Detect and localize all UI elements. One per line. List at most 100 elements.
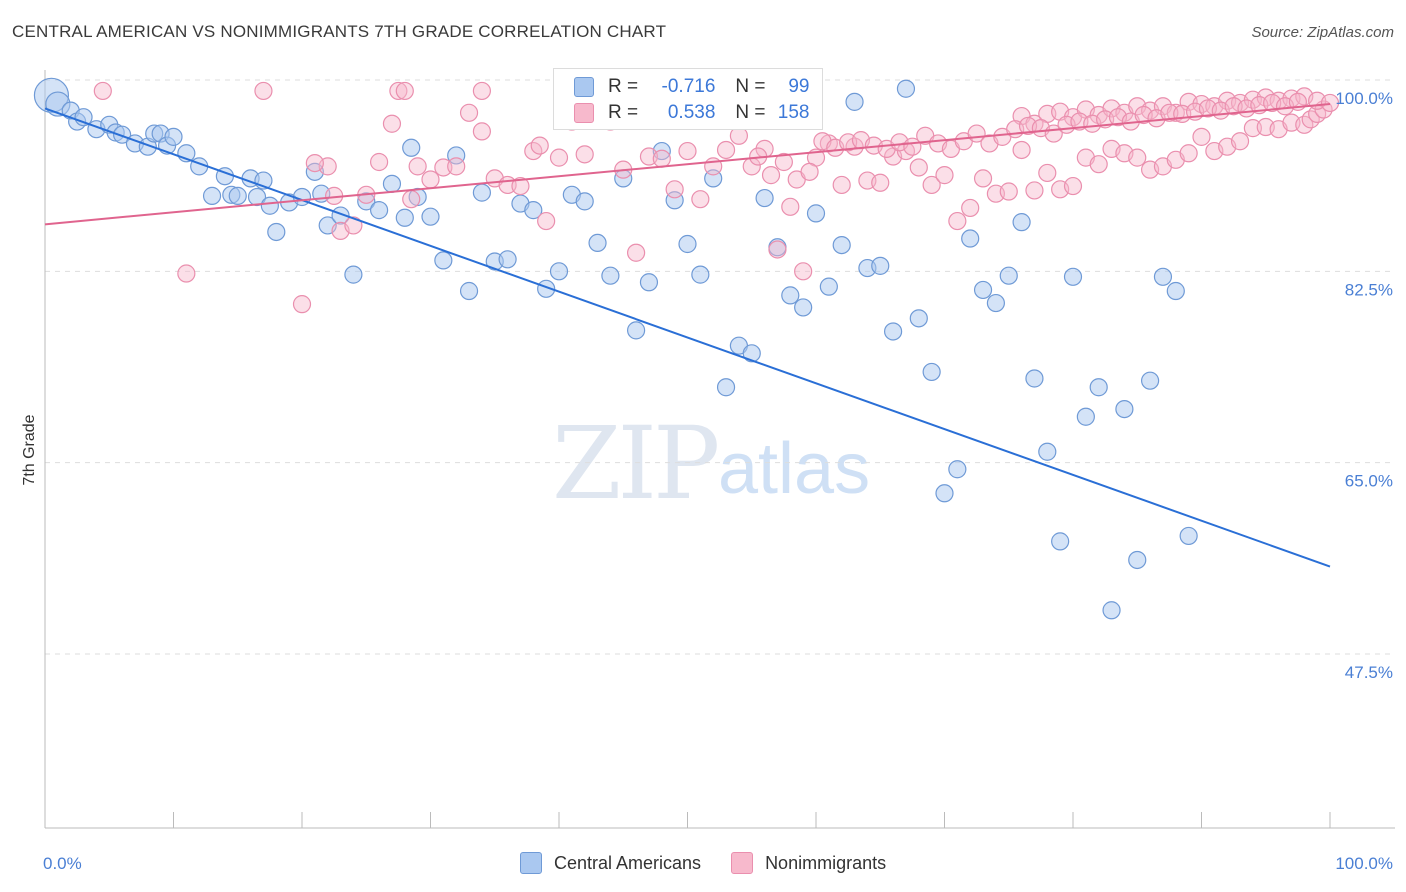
data-point	[935, 484, 954, 503]
data-point	[716, 140, 736, 160]
legend-n-label: N =	[735, 76, 766, 97]
data-point	[742, 344, 761, 363]
data-point	[1025, 181, 1044, 200]
data-point	[305, 153, 324, 173]
data-point	[626, 321, 646, 340]
data-point	[472, 183, 491, 202]
data-point	[1243, 119, 1263, 138]
y-tick-label: 65.0%	[1345, 472, 1393, 491]
data-point	[1128, 148, 1147, 167]
data-point	[408, 157, 427, 176]
data-point	[909, 309, 928, 328]
data-point	[472, 122, 491, 141]
data-point	[389, 81, 408, 101]
data-point	[948, 211, 967, 231]
data-point	[267, 222, 286, 242]
data-point	[247, 187, 267, 207]
data-point	[665, 180, 684, 199]
data-point	[447, 157, 466, 176]
data-point	[459, 281, 479, 301]
data-point	[973, 280, 993, 300]
data-point	[896, 79, 916, 98]
data-point	[472, 81, 491, 101]
data-point	[922, 362, 941, 382]
data-point	[1192, 127, 1211, 146]
data-point	[1038, 442, 1057, 461]
data-point	[1320, 93, 1340, 113]
data-point	[883, 322, 903, 341]
data-point	[961, 229, 980, 248]
data-point	[1179, 526, 1198, 546]
data-point	[935, 166, 954, 185]
data-point	[1153, 267, 1173, 286]
legend-row-nonimmigrants: R = 0.538 N = 158	[574, 101, 810, 125]
data-point	[755, 188, 774, 208]
data-point	[626, 243, 646, 262]
legend-n-value: 99	[788, 76, 810, 97]
legend-swatch-blue	[574, 77, 594, 97]
data-point	[800, 162, 819, 181]
data-point	[530, 136, 549, 155]
data-point	[1166, 281, 1185, 301]
data-point	[382, 174, 402, 193]
legend-r-label: R =	[608, 102, 639, 123]
data-point	[164, 127, 183, 146]
data-point	[948, 460, 967, 479]
data-point	[1140, 371, 1160, 390]
legend-r-value: -0.716	[661, 76, 716, 97]
legend-n-value: 158	[777, 102, 810, 123]
data-point	[806, 204, 826, 223]
data-point	[395, 81, 414, 101]
data-point	[961, 198, 980, 218]
data-point	[177, 264, 196, 283]
x-tick-label: 100.0%	[1335, 854, 1393, 873]
data-point	[909, 158, 928, 177]
data-point	[421, 207, 440, 226]
data-point	[402, 190, 421, 209]
data-point	[678, 141, 697, 161]
y-tick-label: 100.0%	[1335, 89, 1393, 108]
data-point	[781, 197, 800, 216]
trend-line-nonimmigrants	[44, 103, 1331, 226]
data-point	[370, 201, 389, 220]
data-point	[832, 175, 851, 195]
data-point	[1128, 550, 1147, 570]
y-tick-label: 82.5%	[1345, 280, 1393, 299]
data-point	[1076, 407, 1095, 426]
axis-labels: 100.0% 82.5% 65.0% 47.5% 0.0% 100.0% 7th Grade	[21, 89, 1393, 873]
chart-title: CENTRAL AMERICAN VS NONIMMIGRANTS 7TH GR…	[12, 22, 667, 41]
data-point	[652, 149, 671, 168]
watermark-zip: ZIP	[552, 405, 720, 522]
data-point	[498, 250, 517, 269]
legend-n-label: N =	[735, 102, 766, 123]
data-point	[112, 125, 132, 144]
data-point	[254, 81, 273, 101]
trend-lines	[44, 103, 1331, 568]
data-point	[588, 233, 607, 253]
data-point	[973, 169, 993, 188]
data-point	[357, 192, 376, 211]
data-point	[459, 103, 479, 122]
data-point	[871, 173, 890, 192]
data-point	[511, 176, 530, 196]
data-point	[639, 273, 659, 292]
watermark-atlas: atlas	[718, 429, 871, 509]
data-point	[93, 81, 112, 101]
legend-r-label: R =	[608, 76, 639, 97]
bottom-legend-central-americans: Central Americans	[520, 852, 701, 874]
data-point	[986, 293, 1006, 313]
bottom-legend-swatch-pink	[731, 852, 754, 874]
legend-box: R = -0.716 N = 99 R = 0.538 N = 158	[553, 68, 823, 130]
series-central-americans	[33, 77, 1198, 620]
data-point	[575, 192, 594, 211]
data-point	[1089, 378, 1108, 397]
data-point	[819, 277, 838, 296]
data-point	[691, 265, 710, 284]
data-point	[1063, 267, 1083, 286]
data-point	[691, 190, 710, 209]
bottom-legend: Central Americans Nonimmigrants	[520, 852, 916, 874]
data-point	[370, 152, 389, 172]
bottom-legend-swatch-blue	[520, 852, 542, 874]
data-point	[832, 235, 851, 255]
